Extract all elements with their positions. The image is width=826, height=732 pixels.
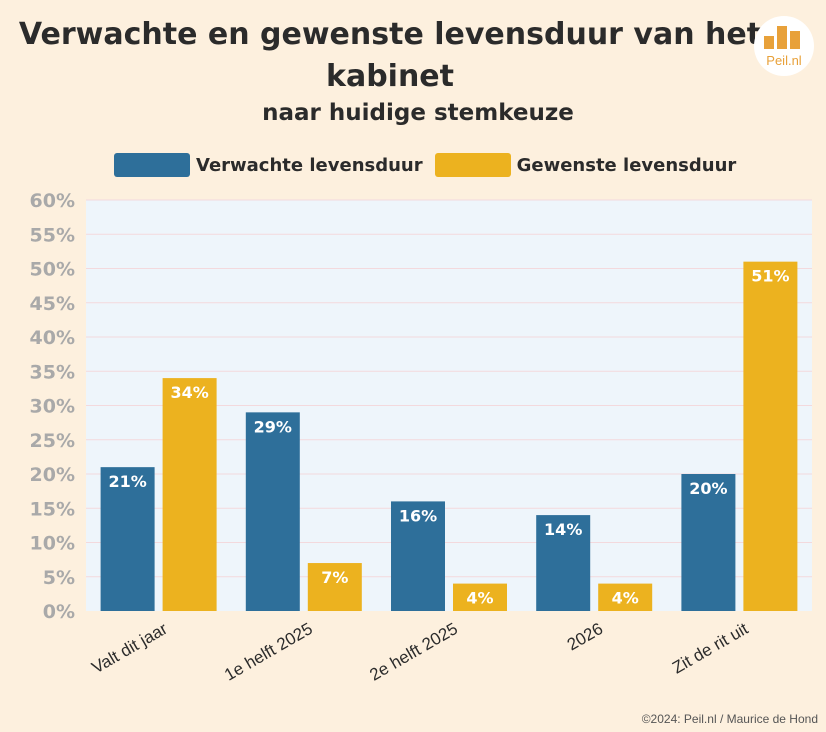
legend-label-gewenst: Gewenste levensduur (516, 154, 737, 176)
y-tick-label: 55% (30, 224, 75, 246)
y-tick-label: 30% (30, 396, 75, 418)
data-label: 7% (321, 568, 348, 587)
data-label: 21% (108, 472, 146, 491)
y-tick-label: 35% (30, 361, 75, 383)
data-label: 20% (689, 479, 727, 498)
bar-gewenst (453, 583, 507, 611)
bar-gewenst (743, 261, 798, 611)
data-label: 51% (751, 267, 789, 286)
legend-label-verwacht: Verwachte levensduur (196, 154, 423, 176)
x-tick-label: 1e helft 2025 (221, 619, 316, 685)
data-label: 14% (544, 520, 582, 539)
logo-text: Peil.nl (766, 53, 802, 68)
legend-swatch-gewenst (434, 153, 511, 177)
y-tick-label: 10% (30, 533, 75, 555)
y-tick-label: 45% (30, 293, 75, 315)
peil-logo: Peil.nl (754, 16, 814, 76)
chart-subtitle: naar huidige stemkeuze (262, 100, 574, 126)
bar-gewenst (307, 563, 362, 611)
bar-verwacht (391, 501, 445, 611)
bar-verwacht (536, 515, 591, 611)
y-tick-label: 5% (43, 567, 75, 589)
bar-verwacht (245, 412, 300, 611)
legend-item-gewenst: Gewenste levensduur (434, 153, 737, 177)
x-tick-label: Zit de rit uit (669, 619, 752, 678)
legend-item-verwacht: Verwachte levensduur (114, 153, 423, 177)
bar-verwacht (681, 474, 736, 611)
legend: Verwachte levensduur Gewenste levensduur (114, 152, 748, 178)
y-tick-label: 25% (30, 430, 75, 452)
chart-title: Verwachte en gewenste levensduur van het… (18, 17, 762, 94)
legend-swatch-verwacht (114, 153, 190, 177)
data-label: 4% (612, 589, 639, 608)
x-tick-label: Valt dit jaar (89, 619, 171, 678)
data-label: 4% (466, 589, 493, 608)
y-tick-label: 0% (43, 601, 75, 623)
x-tick-label: 2e helft 2025 (366, 619, 461, 685)
x-tick-label: 2026 (564, 619, 606, 654)
y-tick-label: 15% (30, 498, 75, 520)
data-label: 16% (399, 506, 437, 525)
y-tick-label: 40% (30, 327, 75, 349)
bar-logo-icon (764, 26, 800, 49)
y-tick-label: 20% (30, 464, 75, 486)
y-tick-label: 60% (30, 190, 75, 212)
footer-credit: ©2024: Peil.nl / Maurice de Hond (641, 712, 818, 726)
bar-gewenst (598, 583, 653, 611)
bar-verwacht (100, 467, 155, 611)
data-label: 34% (170, 383, 208, 402)
bar-gewenst (162, 378, 217, 611)
data-label: 29% (254, 417, 292, 436)
y-tick-label: 50% (30, 259, 75, 281)
